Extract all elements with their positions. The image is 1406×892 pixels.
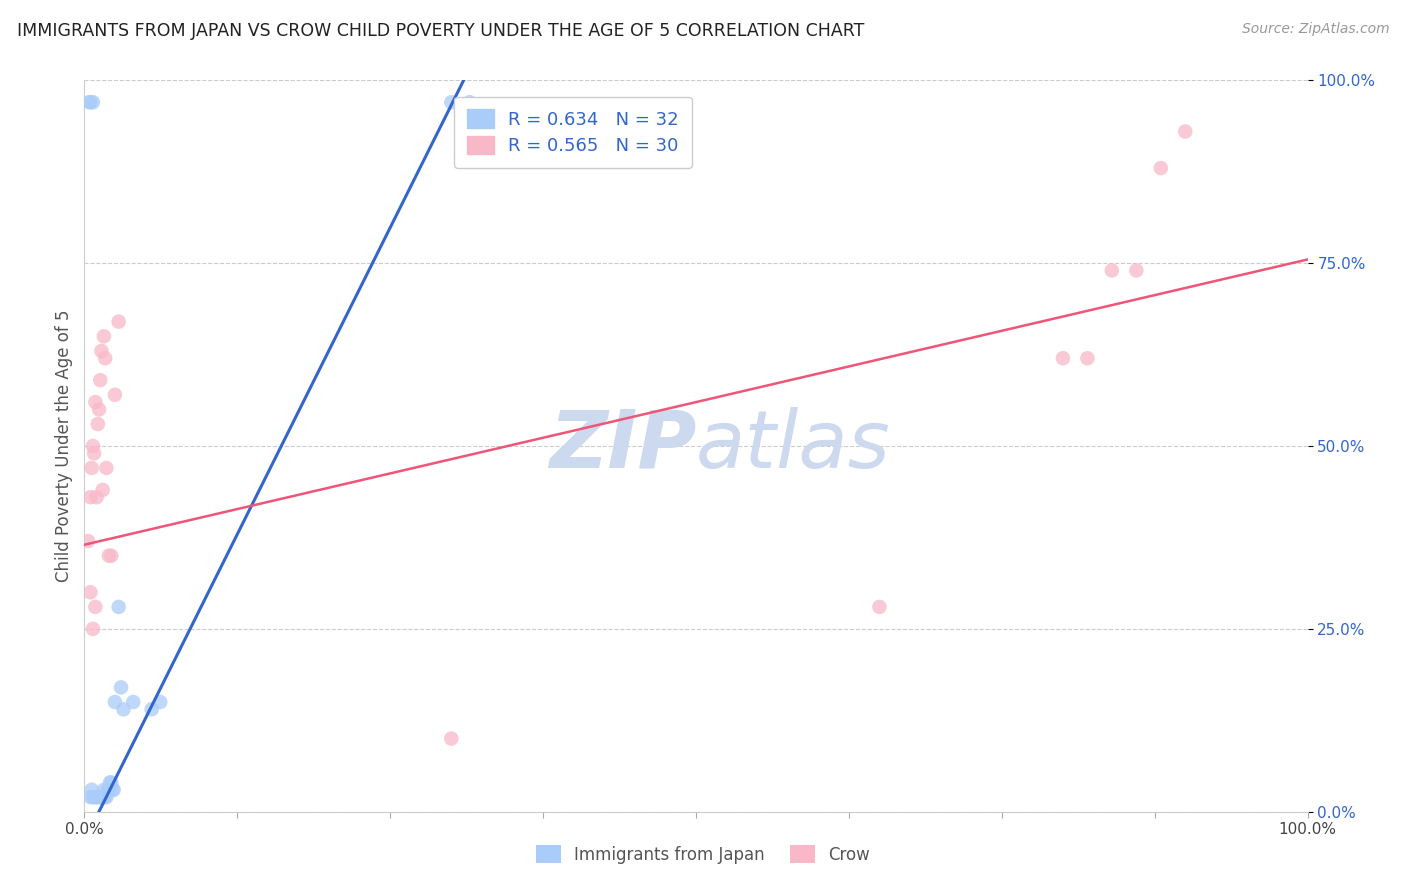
Point [110,681,132,695]
Point [86,790,108,805]
Point [79,95,101,110]
Point [82,790,104,805]
Point [440,731,463,746]
Point [84,395,107,409]
Point [1150,161,1173,175]
Point [82,95,104,110]
Point [1052,351,1074,366]
Point [104,695,127,709]
Point [87,417,110,431]
Point [79,490,101,504]
Point [80,782,103,797]
Point [77,95,100,110]
Point [79,585,101,599]
Point [83,446,105,460]
Legend: R = 0.634   N = 32, R = 0.565   N = 30: R = 0.634 N = 32, R = 0.565 N = 30 [454,96,692,168]
Point [149,695,172,709]
Point [97,782,120,797]
Point [91,790,114,805]
Point [1101,263,1123,277]
Point [90,343,112,358]
Legend: Immigrants from Japan, Crow: Immigrants from Japan, Crow [529,838,877,871]
Text: IMMIGRANTS FROM JAPAN VS CROW CHILD POVERTY UNDER THE AGE OF 5 CORRELATION CHART: IMMIGRANTS FROM JAPAN VS CROW CHILD POVE… [17,22,865,40]
Point [97,782,120,797]
Point [87,790,110,805]
Point [87,402,110,417]
Point [79,790,101,805]
Point [89,790,111,805]
Text: atlas: atlas [696,407,891,485]
Y-axis label: Child Poverty Under the Age of 5: Child Poverty Under the Age of 5 [55,310,73,582]
Point [84,790,107,805]
Text: Source: ZipAtlas.com: Source: ZipAtlas.com [1241,22,1389,37]
Point [100,775,122,789]
Point [93,782,115,797]
Point [90,790,112,805]
Point [93,329,115,343]
Point [97,549,120,563]
Point [112,702,135,716]
Point [94,790,117,805]
Point [1125,263,1147,277]
Point [1174,124,1197,138]
Point [77,534,100,549]
Point [94,351,117,366]
Point [83,790,105,805]
Point [869,599,891,614]
Point [84,599,107,614]
Point [89,373,111,387]
Point [440,95,463,110]
Point [82,622,104,636]
Point [96,790,118,805]
Point [107,599,129,614]
Point [82,439,104,453]
Point [100,549,122,563]
Point [458,95,481,110]
Point [98,775,121,789]
Point [141,702,163,716]
Point [80,461,103,475]
Point [86,490,108,504]
Point [87,790,110,805]
Point [96,461,118,475]
Point [91,483,114,497]
Point [103,782,125,797]
Point [107,315,129,329]
Text: ZIP: ZIP [548,407,696,485]
Point [1076,351,1098,366]
Point [104,388,127,402]
Point [101,782,124,797]
Point [122,695,145,709]
